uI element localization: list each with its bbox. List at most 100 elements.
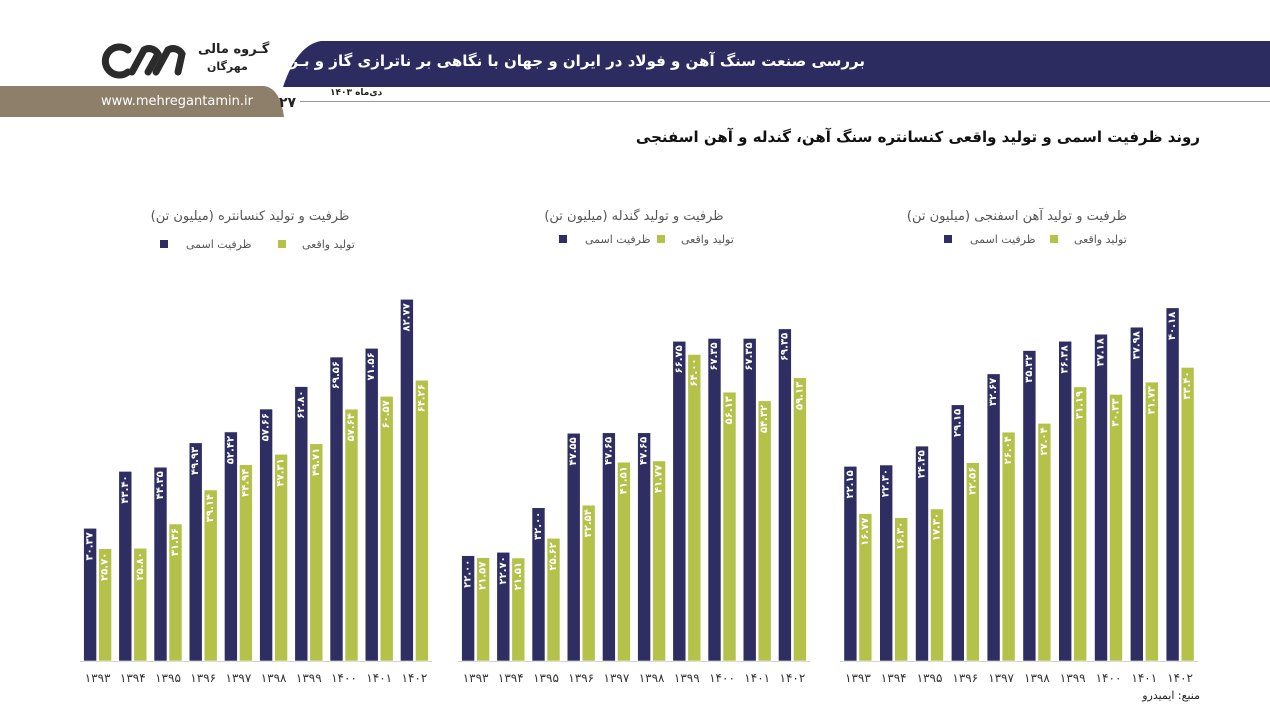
- data-label: ۳۲.۰۰: [533, 512, 544, 540]
- bar-actual: [652, 460, 666, 662]
- bar-nominal: [778, 328, 792, 662]
- data-label: ۶۴.۲۶: [416, 384, 427, 412]
- bar-nominal: [1130, 326, 1144, 662]
- bar-nominal: [118, 471, 133, 662]
- bar-actual: [581, 504, 596, 662]
- data-label: ۴۷.۶۵: [603, 437, 614, 465]
- bar-nominal: [1058, 340, 1072, 662]
- bar-nominal: [566, 432, 581, 662]
- bar-actual: [239, 464, 253, 662]
- bar-actual: [511, 557, 526, 662]
- x-tick-label: ۱۳۹۷: [988, 671, 1014, 685]
- bar-actual: [309, 443, 324, 662]
- data-label: ۳۱.۷۳: [1146, 386, 1157, 414]
- x-tick-label: ۱۴۰۱: [366, 671, 392, 685]
- bar-nominal: [1022, 350, 1037, 662]
- legend-nominal-label: ظرفیت اسمی: [970, 233, 1036, 246]
- data-label: ۲۲.۵۶: [967, 467, 978, 495]
- bar-nominal: [496, 551, 511, 662]
- bar-actual: [1037, 423, 1052, 662]
- header-band: [283, 41, 1270, 87]
- data-label: ۲۱.۵۱: [513, 562, 524, 590]
- data-label: ۶۹.۵۶: [331, 361, 342, 389]
- bar-actual: [415, 379, 429, 662]
- bar-nominal: [224, 431, 238, 662]
- data-label: ۲۴.۴۵: [917, 450, 928, 478]
- data-label: ۴۱.۷۷: [654, 465, 665, 493]
- data-label: ۴۳.۴۰: [120, 475, 131, 503]
- x-tick-label: ۱۳۹۸: [261, 671, 287, 685]
- data-label: ۵۷.۶۴: [346, 413, 357, 441]
- bar-actual: [133, 547, 148, 662]
- data-label: ۵۲.۴۲: [225, 436, 236, 464]
- data-label: ۴۷.۳۱: [276, 458, 287, 486]
- data-label: ۳۹.۱۴: [205, 494, 216, 522]
- logo-icon: [101, 43, 186, 79]
- report-title: بررسی صنعت سنگ آهن و فولاد در ایران و جه…: [160, 52, 865, 70]
- bar-actual: [203, 489, 218, 662]
- legend-actual-swatch: [1050, 235, 1058, 243]
- bar-nominal: [950, 404, 965, 662]
- bar-actual: [965, 462, 980, 662]
- data-label: ۵۷.۶۶: [261, 413, 272, 441]
- bar-nominal: [294, 386, 309, 662]
- bar-actual: [722, 391, 737, 662]
- x-tick-label: ۱۳۹۸: [639, 671, 665, 685]
- bar-nominal: [602, 432, 616, 662]
- x-tick-label: ۱۴۰۲: [1167, 671, 1193, 685]
- x-tick-label: ۱۴۰۰: [1096, 671, 1122, 685]
- header-divider: [300, 101, 1270, 102]
- x-tick-label: ۱۳۹۳: [845, 671, 871, 685]
- data-label: ۴۹.۷۱: [311, 448, 322, 476]
- x-tick-label: ۱۴۰۰: [331, 671, 357, 685]
- x-tick-label: ۱۴۰۲: [402, 671, 428, 685]
- data-label: ۳۱.۳۶: [170, 528, 181, 556]
- bar-actual: [379, 396, 394, 662]
- data-label: ۲۲.۳۰: [881, 469, 892, 497]
- data-label: ۵۴.۳۲: [759, 405, 770, 433]
- x-tick-label: ۱۳۹۹: [296, 671, 322, 685]
- data-label: ۶۹.۳۵: [779, 333, 790, 361]
- bar-actual: [476, 557, 490, 662]
- legend-actual-label: تولید واقعی: [681, 233, 734, 246]
- bar-nominal: [188, 442, 203, 662]
- x-tick-label: ۱۴۰۱: [744, 671, 770, 685]
- website-band: [0, 86, 284, 117]
- data-label: ۲۵.۶۲: [548, 542, 559, 570]
- bar-nominal: [637, 432, 651, 662]
- bar-actual: [687, 354, 702, 662]
- section-title: روند ظرفیت اسمی و تولید واقعی کنسانتره س…: [635, 128, 1200, 146]
- x-tick-label: ۱۴۰۱: [1131, 671, 1157, 685]
- bar-nominal: [1094, 333, 1108, 662]
- bar-nominal: [879, 464, 894, 662]
- data-label: ۲۵.۷۰: [100, 553, 111, 581]
- data-label: ۲۵.۸۰: [135, 552, 146, 580]
- data-label: ۵۹.۱۳: [794, 382, 805, 410]
- data-label: ۳۲.۵۴: [583, 509, 594, 537]
- data-label: ۶۷.۳۵: [744, 342, 755, 370]
- bar-nominal: [83, 527, 97, 662]
- data-label: ۳۰.۳۷: [85, 532, 96, 560]
- data-label: ۴۴.۹۴: [240, 469, 251, 497]
- logo-text-group: گـروه مالی: [198, 42, 270, 57]
- page-number: ۲۷: [279, 95, 297, 111]
- data-label: ۳۱.۱۹: [1075, 391, 1086, 419]
- data-label: ۷۱.۵۶: [366, 352, 377, 380]
- data-label: ۴۱.۵۱: [618, 466, 629, 494]
- bar-nominal: [461, 555, 475, 662]
- chart-2: ظرفیت و تولید گندله (میلیون تن) تولید واق…: [458, 208, 810, 685]
- bar-actual: [1109, 394, 1123, 662]
- bar-actual: [1180, 367, 1195, 662]
- website-link[interactable]: www.mehregantamin.ir: [101, 94, 253, 109]
- legend-nominal-label: ظرفیت اسمی: [585, 233, 651, 246]
- data-label: ۶۷.۳۵: [709, 342, 720, 370]
- x-tick-label: ۱۴۰۲: [780, 671, 806, 685]
- legend-nominal-swatch: [559, 235, 567, 243]
- data-label: ۳۲.۶۷: [988, 378, 999, 406]
- bar-actual: [1001, 431, 1016, 662]
- data-label: ۲۱.۵۷: [478, 562, 489, 590]
- data-label: ۳۰.۳۳: [1111, 398, 1122, 426]
- bar-actual: [1073, 386, 1087, 662]
- bar-nominal: [672, 340, 687, 662]
